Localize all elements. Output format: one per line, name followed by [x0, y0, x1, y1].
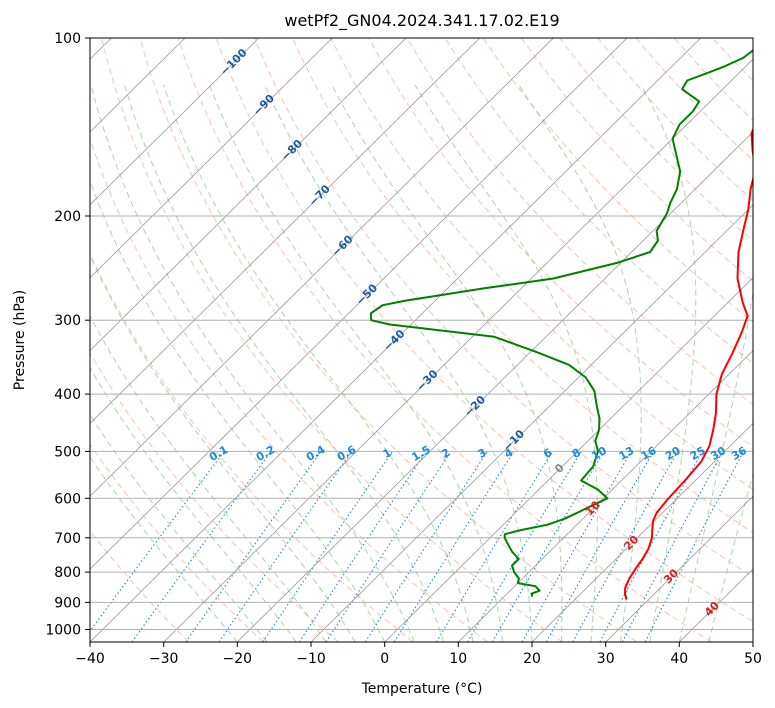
moist-adiabat — [640, 84, 697, 642]
mixing-ratio-line — [325, 451, 452, 642]
y-tick-label: 800 — [54, 565, 81, 581]
moist-adiabat — [208, 84, 503, 642]
mixing-ratio-line — [545, 451, 654, 642]
dry-adiabat — [90, 351, 339, 642]
mixing-ratio-line — [131, 451, 272, 642]
moist-adiabat — [163, 84, 474, 642]
dry-adiabat — [177, 38, 712, 642]
mixing-ratio-line — [599, 451, 703, 642]
y-tick-label: 600 — [54, 491, 81, 507]
dewpoint-profile-line — [369, 49, 753, 597]
dry-adiabat — [215, 38, 753, 623]
dry-adiabat — [444, 38, 753, 364]
temperature-profile-line — [624, 127, 753, 600]
y-axis-label: Pressure (hPa) — [12, 290, 28, 390]
chart-title: wetPf2_GN04.2024.341.17.02.E19 — [284, 11, 559, 31]
x-axis-label: Temperature (°C) — [361, 681, 483, 697]
moist-adiabat — [90, 84, 415, 642]
dry-adiabat — [90, 252, 414, 642]
isotherm — [310, 204, 753, 642]
dry-adiabat — [90, 137, 488, 642]
y-tick-label: 500 — [54, 444, 81, 460]
isotherm — [90, 38, 554, 497]
moist-adiabat — [331, 84, 563, 642]
mixing-ratio-line — [218, 451, 353, 642]
plot-frame — [89, 37, 754, 643]
dry-adiabat — [90, 443, 264, 642]
dry-adiabat — [253, 38, 753, 578]
moist-adiabat — [414, 84, 598, 642]
isotherm — [531, 422, 753, 642]
moist-adiabat — [90, 254, 356, 642]
x-tick-label: 40 — [670, 651, 688, 667]
mixing-ratio-line — [572, 451, 679, 642]
mixing-ratio-line — [435, 451, 554, 642]
isotherm — [90, 38, 259, 206]
y-tick-label: 900 — [54, 595, 81, 611]
mixing-ratio-line — [298, 451, 427, 642]
x-tick-label: −40 — [75, 651, 105, 667]
mixing-ratio-line — [262, 451, 393, 642]
moist-adiabat — [90, 367, 297, 642]
isotherm — [90, 38, 333, 279]
moist-adiabat — [708, 472, 753, 642]
mixing-ratio-lines — [90, 451, 745, 642]
x-tick-label: 30 — [597, 651, 615, 667]
x-tick-label: 50 — [744, 651, 762, 667]
isotherm — [90, 38, 407, 352]
x-tick-label: 0 — [380, 651, 389, 667]
mixing-ratio-line — [90, 451, 225, 632]
x-tick-label: −10 — [296, 651, 326, 667]
x-tick-label: 20 — [523, 651, 541, 667]
moist-adiabat — [90, 413, 268, 642]
plot-area: 0.1 0.2 0.4 0.6 1 1.5 2 3 4 6 8 10 13 16 20 25 30 36−100−… — [90, 38, 753, 642]
x-axis-ticks: −40 −30 −20 −10 0 10 20 30 40 50 — [75, 642, 762, 667]
moist-adiabat — [678, 289, 753, 642]
mixing-ratio-line — [185, 451, 322, 642]
pressure-gridlines — [90, 38, 753, 630]
dry-adiabat — [101, 38, 563, 642]
isotherm — [90, 38, 628, 570]
isotherm — [90, 38, 701, 642]
y-tick-label: 700 — [54, 531, 81, 547]
x-tick-label: −30 — [149, 651, 179, 667]
isotherm — [605, 495, 753, 642]
y-tick-label: 100 — [54, 31, 81, 47]
moist-adiabat — [90, 456, 238, 642]
y-tick-label: 300 — [54, 313, 81, 329]
mixing-ratio-line — [364, 451, 488, 642]
series — [369, 49, 753, 600]
moist-adiabat — [90, 314, 327, 642]
dry-adiabat — [330, 38, 753, 490]
isotherm — [237, 131, 753, 642]
dry-adiabat — [139, 38, 638, 642]
dry-adiabats — [90, 38, 753, 642]
isotherm — [384, 277, 753, 642]
y-axis-ticks: 100 200 300 400 500 600 700 800 900 1000 — [45, 31, 90, 639]
moist-adiabat — [518, 84, 642, 642]
x-tick-label: −20 — [223, 651, 253, 667]
y-tick-label: 200 — [54, 209, 81, 225]
moist-adiabat — [264, 84, 533, 642]
x-tick-label: 10 — [449, 651, 467, 667]
isotherm — [90, 38, 480, 424]
dry-adiabat — [368, 38, 753, 448]
y-tick-label: 400 — [54, 387, 81, 403]
moist-adiabat — [124, 84, 445, 642]
isotherm — [458, 349, 753, 642]
y-tick-label: 1000 — [45, 623, 81, 639]
dry-adiabat — [406, 38, 753, 406]
